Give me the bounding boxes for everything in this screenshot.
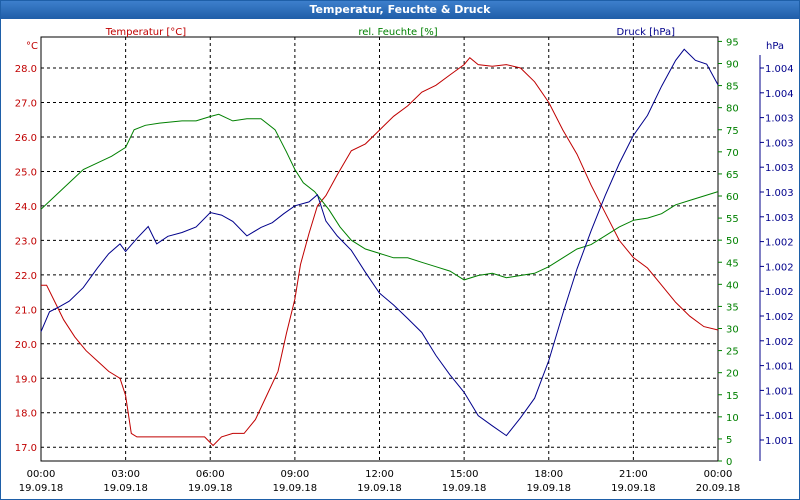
temperature-unit: °C xyxy=(26,41,38,52)
pressure-tick-label: 1.002 xyxy=(765,287,794,298)
humidity-tick-label: 80 xyxy=(726,104,739,115)
humidity-tick-label: 35 xyxy=(726,302,739,313)
x-tick-date: 19.09.18 xyxy=(526,483,571,494)
pressure-tick-label: 1.001 xyxy=(765,386,794,397)
humidity-tick-label: 65 xyxy=(726,170,739,181)
x-tick-date: 19.09.18 xyxy=(273,483,318,494)
pressure-tick-label: 1.001 xyxy=(765,411,794,422)
pressure-tick-label: 1.001 xyxy=(765,362,794,373)
pressure-tick-label: 1.002 xyxy=(765,262,794,273)
pressure-unit: hPa xyxy=(766,41,784,52)
x-tick-time: 15:00 xyxy=(450,469,479,480)
humidity-axis-label: rel. Feuchte [%] xyxy=(358,27,437,38)
chart-series xyxy=(40,48,719,447)
temperature-tick-label: 22.0 xyxy=(15,271,37,282)
humidity-tick-label: 10 xyxy=(726,413,739,424)
humidity-tick-label: 85 xyxy=(726,82,739,93)
temperature-tick-label: 20.0 xyxy=(15,340,37,351)
x-tick-time: 21:00 xyxy=(619,469,648,480)
humidity-tick-label: 60 xyxy=(726,192,739,203)
temperature-tick-label: 28.0 xyxy=(15,64,37,75)
pressure-tick-label: 1.003 xyxy=(765,163,794,174)
axis-ticks: 17.0 18.0 19.0 20.0 21.0 22.0 23.0 24.0 25.0 26.0… xyxy=(15,37,794,494)
humidity-tick-label: 25 xyxy=(726,347,739,358)
pressure-tick-label: 1.003 xyxy=(765,114,794,125)
axis-labels: °C hPa Temperatur [°C] rel. Feuchte [%] … xyxy=(26,27,784,52)
humidity-tick-label: 95 xyxy=(726,37,739,48)
pressure-tick-label: 1.002 xyxy=(765,238,794,249)
x-tick-time: 06:00 xyxy=(196,469,225,480)
humidity-tick-label: 55 xyxy=(726,214,739,225)
x-tick-date: 19.09.18 xyxy=(188,483,233,494)
pressure-tick-label: 1.003 xyxy=(765,138,794,149)
humidity-tick-label: 5 xyxy=(726,435,732,446)
pressure-tick-label: 1.003 xyxy=(765,188,794,199)
x-tick-date: 19.09.18 xyxy=(103,483,148,494)
humidity-tick-label: 40 xyxy=(726,280,739,291)
x-tick-time: 03:00 xyxy=(111,469,140,480)
pressure-tick-label: 1.002 xyxy=(765,312,794,323)
temperature-tick-label: 24.0 xyxy=(15,202,37,213)
humidity-tick-label: 50 xyxy=(726,236,739,247)
pressure-axis-label: Druck [hPa] xyxy=(617,27,676,38)
pressure-tick-label: 1.001 xyxy=(765,436,794,447)
humidity-tick-label: 20 xyxy=(726,369,739,380)
chart-title: Temperatur, Feuchte & Druck xyxy=(1,1,799,19)
temperature-tick-label: 18.0 xyxy=(15,409,37,420)
plot-area xyxy=(40,36,719,462)
x-tick-time: 12:00 xyxy=(365,469,394,480)
temperature-tick-label: 17.0 xyxy=(15,443,37,454)
temperature-tick-label: 25.0 xyxy=(15,167,37,178)
humidity-tick-label: 15 xyxy=(726,391,739,402)
humidity-tick-label: 0 xyxy=(726,457,732,468)
x-tick-time: 00:00 xyxy=(704,469,733,480)
humidity-tick-label: 70 xyxy=(726,148,739,159)
temperature-axis-label: Temperatur [°C] xyxy=(105,27,186,38)
temperature-tick-label: 23.0 xyxy=(15,236,37,247)
x-tick-date: 19.09.18 xyxy=(19,483,64,494)
temperature-tick-label: 27.0 xyxy=(15,98,37,109)
x-tick-date: 20.09.18 xyxy=(696,483,741,494)
x-tick-date: 19.09.18 xyxy=(442,483,487,494)
temperature-tick-label: 21.0 xyxy=(15,305,37,316)
x-tick-time: 00:00 xyxy=(27,469,56,480)
pressure-tick-label: 1.002 xyxy=(765,337,794,348)
humidity-tick-label: 90 xyxy=(726,60,739,71)
humidity-tick-label: 45 xyxy=(726,258,739,269)
humidity-tick-label: 75 xyxy=(726,126,739,137)
x-tick-date: 19.09.18 xyxy=(611,483,656,494)
series-line-humidity xyxy=(40,113,719,281)
pressure-tick-label: 1.003 xyxy=(765,213,794,224)
x-tick-time: 18:00 xyxy=(534,469,563,480)
series-line-pressure xyxy=(40,48,719,437)
pressure-tick-label: 1.004 xyxy=(765,64,794,75)
humidity-tick-label: 30 xyxy=(726,325,739,336)
x-tick-date: 19.09.18 xyxy=(357,483,402,494)
chart-grid xyxy=(41,37,718,461)
x-tick-time: 09:00 xyxy=(280,469,309,480)
temperature-tick-label: 26.0 xyxy=(15,133,37,144)
pressure-tick-label: 1.004 xyxy=(765,89,794,100)
temperature-tick-label: 19.0 xyxy=(15,374,37,385)
